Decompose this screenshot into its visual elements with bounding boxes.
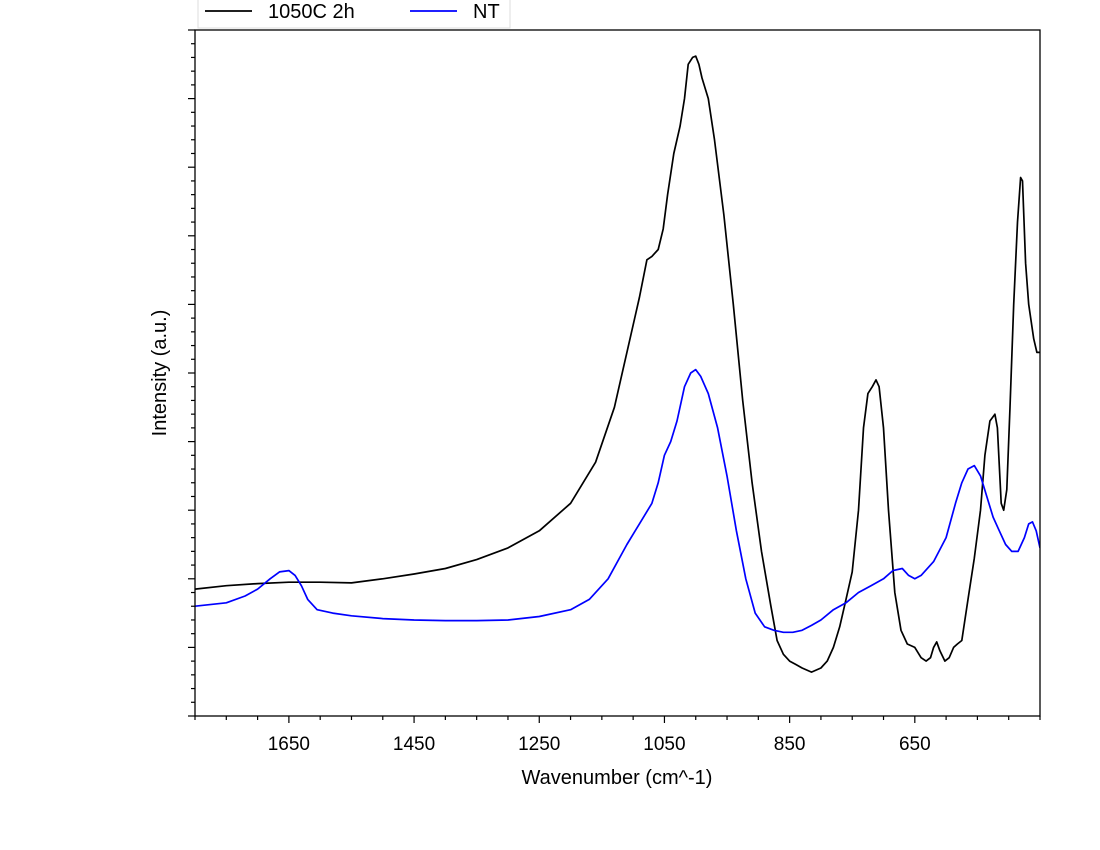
x-tick-label: 1650	[268, 734, 310, 755]
series-line-1	[195, 55, 1040, 673]
plot-frame	[194, 29, 1041, 717]
series-layer	[195, 55, 1040, 673]
legend: 1050C 2h NT	[197, 0, 511, 29]
series-line-2	[195, 368, 1040, 634]
legend-label-2: NT	[473, 1, 500, 23]
x-tick-label: 1050	[643, 734, 685, 755]
x-tick-label: 1250	[518, 734, 560, 755]
y-axis-label: Intensity (a.u.)	[149, 310, 171, 437]
x-axis-ticks: 1650 1450 1250 1050 850 650	[194, 716, 1041, 755]
x-tick-label: 850	[774, 734, 806, 755]
x-tick-label: 650	[899, 734, 931, 755]
x-axis-label: Wavenumber (cm^-1)	[522, 767, 713, 789]
y-axis-ticks	[188, 29, 195, 717]
legend-label-1: 1050C 2h	[268, 1, 355, 23]
x-tick-label: 1450	[393, 734, 435, 755]
legend-box	[197, 0, 511, 29]
